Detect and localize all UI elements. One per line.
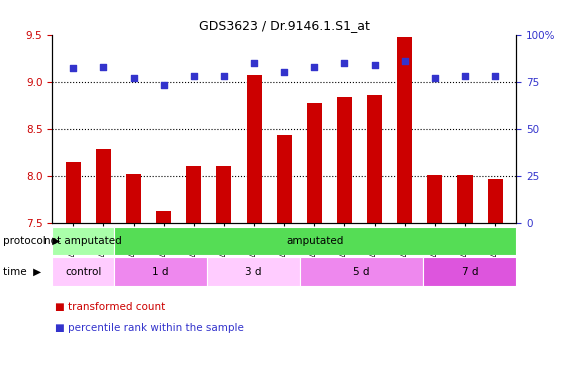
Point	[491, 73, 500, 79]
Bar	[307, 103, 322, 223]
Text: amputated: amputated	[287, 236, 344, 246]
Bar	[114, 257, 207, 286]
Bar	[488, 179, 503, 223]
Title: GDS3623 / Dr.9146.1.S1_at: GDS3623 / Dr.9146.1.S1_at	[199, 19, 369, 32]
Bar	[186, 166, 201, 223]
Bar	[337, 97, 352, 223]
Bar	[52, 257, 114, 286]
Bar	[126, 174, 141, 223]
Point	[310, 63, 319, 70]
Point	[461, 73, 470, 79]
Bar	[96, 149, 111, 223]
Point	[280, 69, 289, 75]
Point	[99, 63, 108, 70]
Bar	[458, 175, 473, 223]
Text: 3 d: 3 d	[245, 266, 262, 277]
Point	[400, 58, 409, 64]
Text: 7 d: 7 d	[462, 266, 478, 277]
Bar	[367, 95, 382, 223]
Text: ■ transformed count: ■ transformed count	[55, 302, 165, 312]
Bar	[114, 227, 516, 255]
Bar	[427, 175, 443, 223]
Point	[430, 75, 440, 81]
Point	[370, 61, 379, 68]
Bar	[397, 37, 412, 223]
Bar	[66, 162, 81, 223]
Text: control: control	[65, 266, 102, 277]
Text: ■ percentile rank within the sample: ■ percentile rank within the sample	[55, 323, 244, 333]
Bar	[277, 135, 292, 223]
Bar	[207, 257, 300, 286]
Point	[219, 73, 229, 79]
Text: time  ▶: time ▶	[3, 266, 41, 277]
Point	[68, 65, 78, 71]
Text: 5 d: 5 d	[353, 266, 370, 277]
Bar	[156, 212, 171, 223]
Point	[340, 60, 349, 66]
Bar	[300, 257, 423, 286]
Bar	[216, 166, 231, 223]
Text: not amputated: not amputated	[44, 236, 122, 246]
Point	[159, 82, 168, 88]
Point	[189, 73, 198, 79]
Text: protocol  ▶: protocol ▶	[3, 236, 60, 246]
Point	[249, 60, 259, 66]
Bar	[52, 227, 114, 255]
Bar	[246, 75, 262, 223]
Text: 1 d: 1 d	[152, 266, 169, 277]
Bar	[423, 257, 516, 286]
Point	[129, 75, 138, 81]
